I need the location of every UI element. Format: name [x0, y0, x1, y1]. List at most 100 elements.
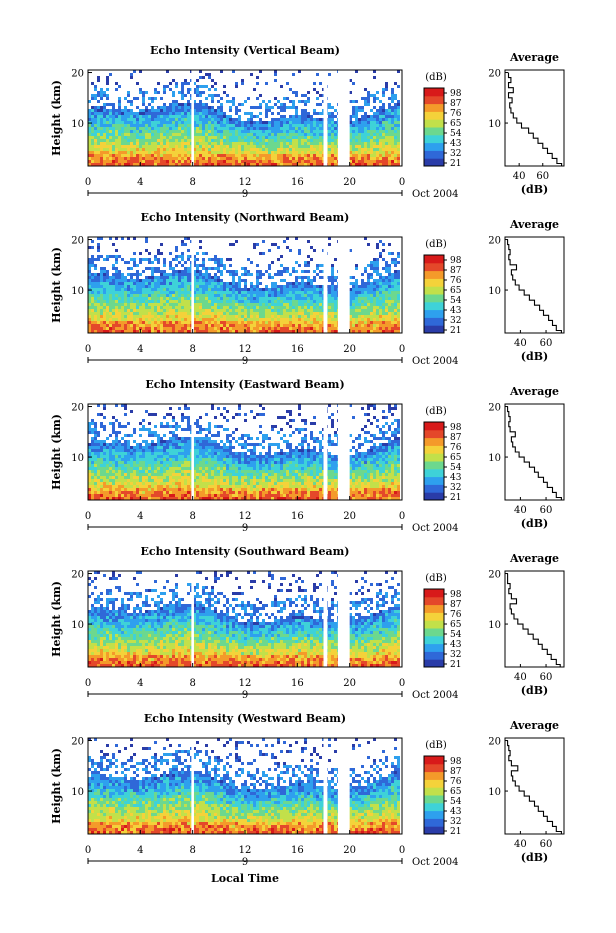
heatmap-cell	[358, 127, 361, 130]
heatmap-cell	[202, 267, 205, 270]
heatmap-cell	[145, 106, 148, 109]
heatmap-cell	[232, 282, 235, 285]
heatmap-cell	[130, 151, 133, 154]
heatmap-cell	[181, 258, 184, 261]
heatmap-cell	[328, 285, 331, 288]
heatmap-cell	[331, 315, 334, 318]
heatmap-cell	[328, 145, 331, 148]
heatmap-cell	[397, 261, 400, 264]
heatmap-cell	[178, 142, 181, 145]
heatmap-cell	[274, 142, 277, 145]
heatmap-cell	[391, 91, 394, 94]
heatmap-cell	[97, 148, 100, 151]
heatmap-cell	[301, 148, 304, 151]
heatmap-cell	[298, 327, 301, 330]
heatmap-cell	[379, 300, 382, 303]
heatmap-cell	[136, 160, 139, 163]
heatmap-cell	[388, 160, 391, 163]
heatmap-cell	[121, 318, 124, 321]
heatmap-cell	[226, 285, 229, 288]
heatmap-cell	[301, 127, 304, 130]
heatmap-cell	[310, 288, 313, 291]
heatmap-cell	[127, 315, 130, 318]
heatmap-cell	[151, 100, 154, 103]
heatmap-cell	[316, 136, 319, 139]
heatmap-cell	[376, 297, 379, 300]
heatmap-cell	[286, 321, 289, 324]
heatmap-cell	[163, 118, 166, 121]
heatmap-field	[88, 404, 400, 500]
heatmap-cell	[187, 327, 190, 330]
heatmap-cell	[91, 139, 94, 142]
heatmap-cell	[121, 473, 124, 476]
heatmap-cell	[199, 100, 202, 103]
heatmap-cell	[166, 85, 169, 88]
heatmap-cell	[166, 291, 169, 294]
heatmap-cell	[160, 318, 163, 321]
heatmap-cell	[310, 318, 313, 321]
heatmap-cell	[316, 73, 319, 76]
heatmap-cell	[181, 106, 184, 109]
heatmap-cell	[394, 94, 397, 97]
heatmap-cell	[109, 136, 112, 139]
heatmap-cell	[382, 249, 385, 252]
heatmap-cell	[232, 157, 235, 160]
heatmap-cell	[112, 291, 115, 294]
heatmap-cell	[202, 282, 205, 285]
heatmap-cell	[316, 312, 319, 315]
heatmap-cell	[220, 124, 223, 127]
heatmap-cell	[205, 121, 208, 124]
heatmap-cell	[118, 273, 121, 276]
heatmap-cell	[127, 142, 130, 145]
heatmap-cell	[181, 300, 184, 303]
heatmap-cell	[241, 303, 244, 306]
heatmap-cell	[274, 324, 277, 327]
heatmap-cell	[154, 294, 157, 297]
heatmap-cell	[361, 160, 364, 163]
heatmap-cell	[229, 133, 232, 136]
heatmap-cell	[136, 291, 139, 294]
heatmap-cell	[388, 136, 391, 139]
heatmap-cell	[202, 118, 205, 121]
heatmap-cell	[376, 273, 379, 276]
heatmap-cell	[289, 118, 292, 121]
heatmap-cell	[145, 267, 148, 270]
heatmap-cell	[187, 315, 190, 318]
heatmap-cell	[208, 148, 211, 151]
heatmap-cell	[358, 130, 361, 133]
heatmap-cell	[382, 309, 385, 312]
heatmap-cell	[241, 327, 244, 330]
heatmap-cell	[301, 291, 304, 294]
heatmap-cell	[277, 133, 280, 136]
heatmap-cell	[220, 130, 223, 133]
heatmap-cell	[388, 279, 391, 282]
heatmap-cell	[106, 303, 109, 306]
heatmap-cell	[145, 312, 148, 315]
heatmap-cell	[103, 488, 106, 491]
heatmap-cell	[331, 267, 334, 270]
heatmap-cell	[112, 121, 115, 124]
heatmap-cell	[262, 148, 265, 151]
heatmap-cell	[196, 309, 199, 312]
colorbar-tick-label: 87	[450, 99, 462, 109]
heatmap-cell	[253, 327, 256, 330]
heatmap-cell	[109, 118, 112, 121]
heatmap-cell	[304, 112, 307, 115]
heatmap-cell	[157, 306, 160, 309]
heatmap-cell	[94, 112, 97, 115]
heatmap-cell	[313, 130, 316, 133]
heatmap-cell	[298, 118, 301, 121]
heatmap-cell	[355, 115, 358, 118]
heatmap-cell	[127, 279, 130, 282]
heatmap-cell	[196, 318, 199, 321]
heatmap-cell	[148, 300, 151, 303]
heatmap-cell	[91, 312, 94, 315]
heatmap-cell	[94, 315, 97, 318]
heatmap-cell	[352, 157, 355, 160]
heatmap-cell	[211, 267, 214, 270]
heatmap-cell	[112, 148, 115, 151]
heatmap-cell	[331, 279, 334, 282]
heatmap-cell	[247, 306, 250, 309]
heatmap-cell	[223, 309, 226, 312]
heatmap-cell	[283, 127, 286, 130]
